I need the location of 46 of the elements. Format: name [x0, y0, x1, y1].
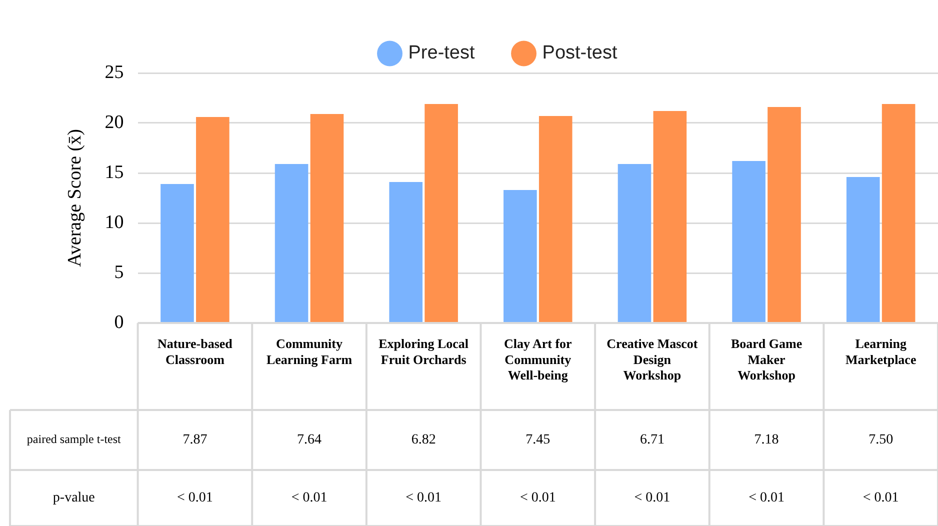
x-tick-label: Creative Mascot Design Workshop: [606, 336, 698, 382]
text: 7.45: [526, 432, 550, 448]
legend-label: Post-test: [542, 42, 618, 64]
bar: [618, 164, 652, 322]
y-axis-title: Average Score (x̄): [64, 129, 86, 267]
x-tick-label: Learning Marketplace: [845, 336, 916, 367]
bar: [310, 114, 344, 322]
x-tick-label: Nature-based Classroom: [158, 336, 234, 367]
text: 7.50: [868, 432, 894, 448]
y-tick-label: 20: [104, 112, 124, 133]
text: < 0.01: [634, 490, 670, 506]
y-tick-label: 5: [114, 262, 124, 283]
text: 6.71: [640, 432, 664, 448]
text: < 0.01: [520, 490, 556, 506]
text: paired sample t-test: [26, 432, 122, 446]
x-tick-label: Exploring Local Fruit Orchards: [378, 336, 469, 367]
bar: [389, 182, 423, 322]
bar: [653, 111, 687, 322]
text: p-value: [52, 490, 95, 506]
bar: [424, 104, 458, 322]
x-tick-label: Clay Art for Community Well-being: [504, 336, 572, 382]
text: < 0.01: [177, 490, 213, 506]
y-tick-label: 25: [104, 62, 124, 83]
text: 7.18: [754, 432, 779, 448]
y-tick-label: 10: [104, 212, 124, 233]
text: < 0.01: [862, 490, 899, 506]
x-tick-label: Board Game Maker Workshop: [730, 336, 802, 382]
bar: [768, 107, 801, 322]
bar: [196, 117, 230, 322]
text: < 0.01: [748, 490, 784, 506]
bar: [160, 184, 194, 322]
text: < 0.01: [406, 490, 442, 506]
y-tick-label: 0: [114, 312, 124, 333]
legend-label: Pre-test: [408, 42, 476, 64]
text: < 0.01: [291, 490, 328, 506]
bar: [882, 104, 916, 322]
y-tick-label: 15: [104, 162, 124, 183]
bar: [538, 116, 572, 322]
text: 6.82: [411, 432, 436, 448]
bar: [846, 177, 880, 322]
text: 7.87: [182, 432, 208, 448]
text: 7.64: [297, 432, 322, 448]
bar: [274, 164, 308, 322]
bar: [504, 190, 537, 322]
bar: [732, 161, 766, 322]
x-tick-label: Community Learning Farm: [266, 336, 352, 367]
